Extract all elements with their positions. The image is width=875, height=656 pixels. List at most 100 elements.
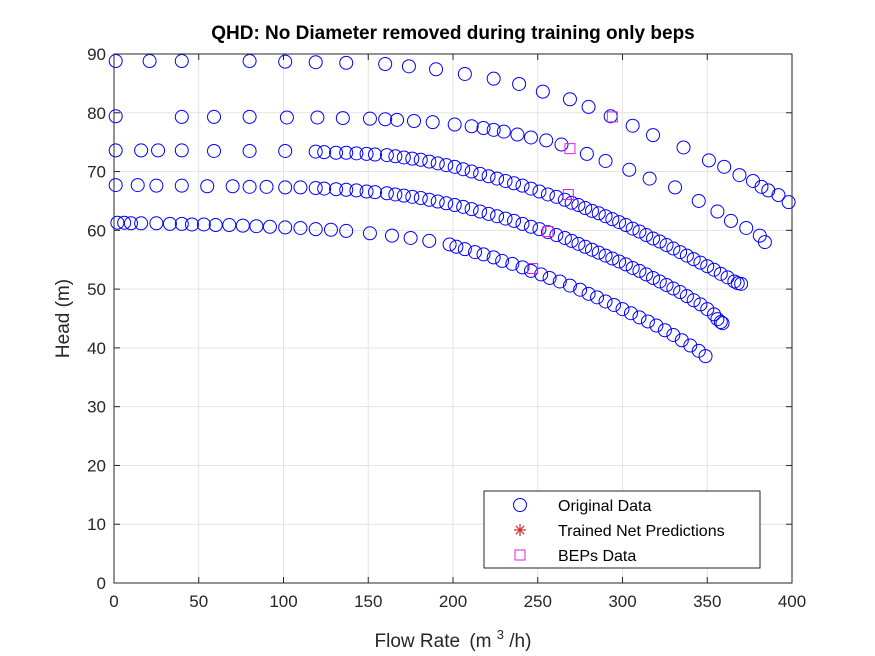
original-data-point [673, 245, 688, 260]
y-tick-label: 40 [87, 339, 106, 358]
original-data-point [686, 293, 701, 308]
original-data-point [396, 150, 411, 165]
x-tick-label: 100 [269, 592, 297, 611]
original-data-point [208, 218, 223, 233]
x-axis-unit-prefix: (m [469, 631, 491, 652]
original-data-point [673, 285, 688, 300]
original-data-point [623, 306, 638, 321]
original-data-point [713, 315, 728, 330]
axis-ticks: 0 50 100 150 200 250 300 350 400 0 10 20 30 40 50 60 70 8… [87, 45, 806, 611]
original-data-point [552, 274, 567, 289]
original-data-point [368, 185, 383, 200]
original-data-point [405, 189, 420, 204]
beps-data-series [527, 111, 618, 275]
original-data-point [481, 206, 496, 221]
original-data-point [384, 228, 399, 243]
original-data-point [242, 109, 257, 124]
original-data-point [657, 323, 672, 338]
original-data-point [615, 302, 630, 317]
original-data-point [649, 318, 664, 333]
original-data-point [259, 179, 274, 194]
original-data-point [666, 281, 681, 296]
original-data-point [598, 248, 613, 263]
original-data-point [108, 178, 123, 193]
x-axis-unit-suffix: /h) [509, 631, 531, 652]
original-data-point [693, 255, 708, 270]
original-data-point [379, 186, 394, 201]
original-data-point [534, 267, 549, 282]
original-data-point [278, 180, 293, 195]
original-data-point [612, 254, 627, 269]
original-data-point [457, 66, 472, 81]
original-data-point [262, 219, 277, 234]
original-data-point [362, 226, 377, 241]
original-data-point [413, 152, 428, 167]
original-data-point [430, 156, 445, 171]
original-data-point [464, 164, 479, 179]
original-data-point [652, 274, 667, 289]
original-data-point [578, 239, 593, 254]
original-data-point [554, 137, 569, 152]
original-data-point [639, 228, 654, 243]
original-data-point [278, 220, 293, 235]
original-data-point [308, 144, 323, 159]
original-data-point [476, 121, 491, 136]
original-data-point [174, 178, 189, 193]
original-data-point [679, 248, 694, 263]
original-data-point [557, 230, 572, 245]
original-data-point [196, 217, 211, 232]
original-data-point [734, 276, 749, 291]
original-data-point [422, 154, 437, 169]
legend-box [483, 490, 761, 569]
original-data-point [781, 195, 796, 210]
original-data-point [498, 211, 513, 226]
original-data-point [754, 179, 769, 194]
original-data-point [618, 218, 633, 233]
original-data-point [581, 99, 596, 114]
x-axis-label-text: Flow Rate [375, 631, 461, 652]
original-data-point [405, 151, 420, 166]
original-data-point [149, 178, 164, 193]
original-data-curve-5 [110, 215, 713, 364]
original-data-point [523, 219, 538, 234]
y-tick-label: 90 [87, 45, 106, 64]
original-data-point [339, 223, 354, 238]
original-data-point [293, 220, 308, 235]
original-data-point [308, 55, 323, 70]
original-data-point [222, 218, 237, 233]
x-tick-label: 250 [524, 592, 552, 611]
original-data-point [581, 286, 596, 301]
original-data-point [390, 112, 405, 127]
chart-title: QHD: No Diameter removed during training… [211, 23, 695, 44]
original-data-point [666, 241, 681, 256]
original-data-point [540, 187, 555, 202]
original-data-point [584, 242, 599, 257]
y-tick-label: 50 [87, 280, 106, 299]
original-data-point [293, 180, 308, 195]
original-data-point [496, 124, 511, 139]
x-axis-unit-superscript: 3 [497, 627, 504, 642]
original-data-point [507, 213, 522, 228]
original-data-point [439, 196, 454, 211]
original-data-point [278, 54, 293, 69]
original-data-point [639, 267, 654, 282]
original-data-point [349, 183, 364, 198]
original-data-point [507, 176, 522, 191]
original-data-point [207, 109, 222, 124]
original-data-point [646, 128, 661, 143]
original-data-point [625, 118, 640, 133]
original-data-point [225, 179, 240, 194]
x-tick-label: 200 [439, 592, 467, 611]
original-data-point [403, 230, 418, 245]
original-data-point [456, 199, 471, 214]
original-data-point [659, 277, 674, 292]
legend-label: BEPs Data [558, 548, 636, 565]
original-data-point [532, 184, 547, 199]
original-data-point [771, 188, 786, 203]
original-data-point [278, 143, 293, 158]
original-data-point [591, 206, 606, 221]
beps-data-point [562, 188, 574, 200]
beps-data-point [606, 111, 618, 123]
original-data-point [242, 179, 257, 194]
original-data-point [335, 111, 350, 126]
